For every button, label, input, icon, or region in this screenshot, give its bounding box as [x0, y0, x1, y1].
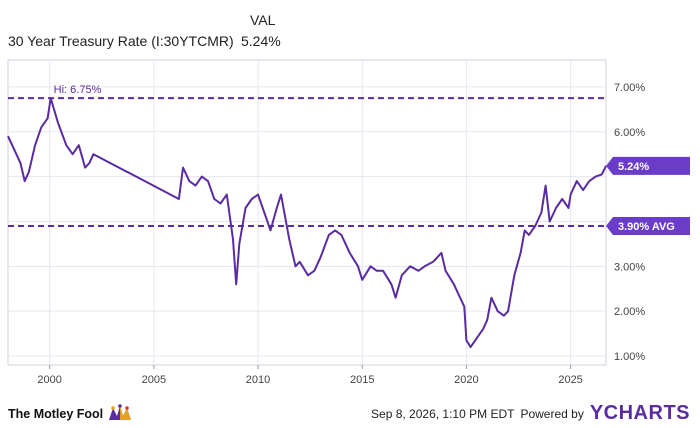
- footer: The Motley Fool Sep 8, 2026, 1:10 PM EDT…: [0, 396, 700, 428]
- x-tick-label: 2005: [142, 374, 166, 386]
- y-tick-label: 6.00%: [614, 127, 645, 139]
- current-value-flag: 5.24%: [606, 156, 690, 175]
- y-tick-label: 1.00%: [614, 351, 645, 363]
- series-current-value: 5.24%: [241, 33, 281, 49]
- x-tick-label: 2020: [454, 374, 478, 386]
- plot-area: [7, 59, 607, 366]
- jester-hat-icon: [109, 404, 132, 420]
- brand-name: The Motley Fool: [8, 407, 104, 421]
- current-value-flag-bg: [606, 156, 690, 175]
- y-axis-ticks: 1.00% 2.00% 3.00% 6.00% 7.00%: [614, 82, 645, 363]
- y-tick-label: 2.00%: [614, 306, 645, 318]
- series-layer: [7, 97, 607, 349]
- y-tick-label: 3.00%: [614, 261, 645, 273]
- gridlines: [8, 60, 606, 365]
- x-tick-label: 2025: [558, 374, 582, 386]
- chart-header: VAL 30 Year Treasury Rate (I:30YTCMR) 5.…: [0, 0, 700, 60]
- line-chart: 2000 2005 2010 2015 2020 2025 1.00% 2.00% 3.00%…: [7, 59, 690, 386]
- x-tick-label: 2000: [37, 374, 61, 386]
- current-value-flag-text: 5.24%: [618, 161, 649, 173]
- average-value-flag-text: 3.90% AVG: [618, 221, 675, 233]
- series-name[interactable]: 30 Year Treasury Rate (I:30YTCMR): [8, 33, 234, 49]
- x-axis-ticks: 2000 2005 2010 2015 2020 2025: [37, 365, 583, 386]
- average-value-flag: 3.90% AVG: [606, 216, 690, 235]
- x-tick-label: 2010: [246, 374, 270, 386]
- ycharts-logo[interactable]: YCHARTS: [590, 402, 690, 425]
- average-value-flag-bg: [606, 216, 690, 235]
- value-column-header: VAL: [250, 12, 276, 28]
- powered-by-label: Powered by: [520, 406, 584, 421]
- ycharts-text: YCHARTS: [589, 402, 690, 424]
- series-line: [7, 97, 607, 349]
- attribution: Sep 8, 2026, 1:10 PM EDT Powered by YCHA…: [371, 402, 690, 425]
- brand-logo[interactable]: The Motley Fool: [8, 404, 133, 424]
- timestamp: Sep 8, 2026, 1:10 PM EDT: [371, 406, 515, 421]
- y-tick-label: 7.00%: [614, 82, 645, 94]
- value-labels: Hi: 6.75% 5.24% 3.90% AVG: [54, 84, 690, 235]
- high-label: Hi: 6.75%: [54, 84, 102, 96]
- x-tick-label: 2015: [350, 374, 374, 386]
